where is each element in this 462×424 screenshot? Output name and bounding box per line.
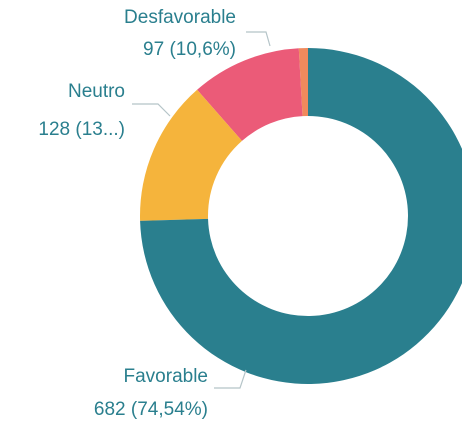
slice-label: Desfavorable (124, 7, 236, 28)
slice (298, 48, 308, 117)
value-label: 128 (13...) (38, 119, 125, 140)
slice-label: Favorable (124, 366, 209, 387)
leader-line (246, 31, 271, 47)
value-label: 682 (74,54%) (94, 399, 208, 420)
leader-line (132, 103, 171, 117)
slice-label: Neutro (68, 81, 125, 102)
slice (197, 48, 303, 141)
value-label: 97 (10,6%) (143, 39, 236, 60)
slice (140, 89, 242, 221)
slice (140, 48, 462, 384)
leader-line (214, 369, 247, 389)
